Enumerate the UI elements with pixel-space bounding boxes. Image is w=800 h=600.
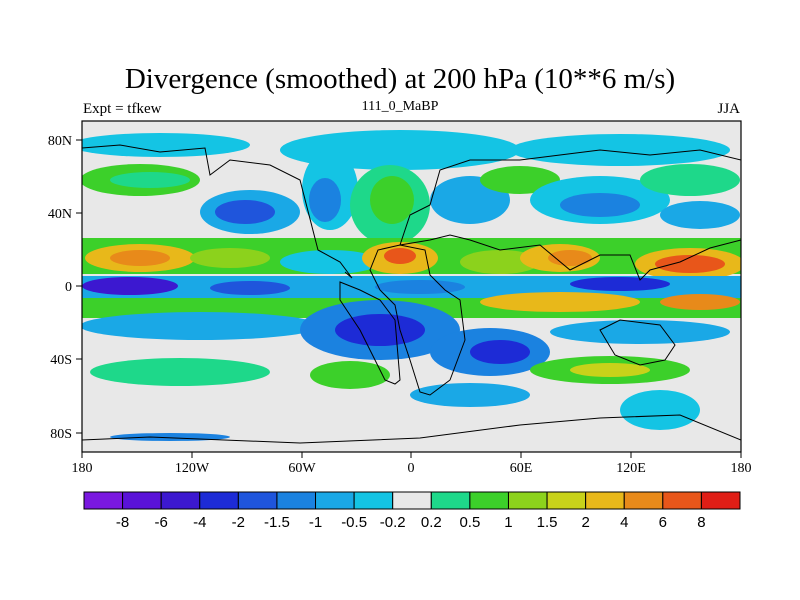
tick-marks: [76, 139, 742, 458]
field-sh-deep-3: [470, 340, 530, 364]
lat-tick-labels: 80N 40N 0 40S 80S: [48, 134, 72, 442]
field-warm-4: [460, 250, 540, 274]
lat-tick-0: 80N: [48, 134, 72, 149]
field-shm-yellow-3: [570, 363, 650, 377]
map-field: [82, 121, 741, 452]
coast-africa: [369, 244, 466, 396]
colorbar-swatch-6: [315, 491, 355, 510]
lat-tick-1: 40N: [48, 207, 72, 222]
field-eq-deep-3: [375, 280, 465, 294]
season-label: JJA: [717, 101, 740, 117]
colorbar-swatch-0: [83, 491, 124, 510]
plot-title: Divergence (smoothed) at 200 hPa (10**6 …: [124, 63, 676, 95]
colorbar-swatch-9: [430, 491, 471, 510]
field-sh-warm-1: [480, 292, 640, 312]
field-nh-blue-1b: [215, 200, 275, 224]
colorbar-label-0: -8: [116, 514, 129, 531]
field-sh-warm-2: [660, 294, 740, 310]
colorbar-swatch-7: [353, 491, 394, 510]
colorbar-label-13: 4: [620, 514, 628, 531]
lon-tick-3: 0: [408, 461, 415, 476]
lon-tick-1: 120W: [175, 461, 210, 476]
colorbar-swatch-5: [276, 491, 317, 510]
field-eq-deep-2: [210, 281, 290, 295]
lon-tick-5: 120E: [616, 461, 646, 476]
colorbar-label-2: -4: [193, 514, 206, 531]
field-sh-deep-2: [335, 314, 425, 346]
coastlines: [82, 144, 741, 444]
lat-tick-4: 80S: [50, 427, 72, 442]
colorbar-label-12: 2: [581, 514, 589, 531]
field-nh-blue-4: [560, 193, 640, 217]
coast-antarctica: [82, 414, 741, 444]
coast-south-america: [339, 281, 401, 385]
field-warm-1b: [110, 250, 170, 266]
colorbar-swatch-1: [122, 491, 162, 510]
colorbar-swatch-16: [700, 491, 741, 510]
lon-tick-6: 180: [731, 461, 752, 476]
colorbar-swatch-15: [662, 491, 702, 510]
lon-tick-0: 180: [72, 461, 93, 476]
field-nh-green-1b: [110, 172, 190, 188]
field-nh-green-4: [640, 164, 740, 196]
lon-tick-labels: 180 120W 60W 0 60E 120E 180: [72, 461, 752, 476]
lon-tick-2: 60W: [288, 461, 316, 476]
colorbar-swatch-2: [160, 491, 201, 510]
colorbar-swatch-14: [623, 491, 664, 510]
field-warm-3b: [384, 248, 416, 264]
field-cool-mid: [280, 250, 380, 274]
colorbar-swatch-13: [585, 491, 625, 510]
field-warm-2: [190, 248, 270, 268]
colorbar-label-10: 1: [504, 514, 512, 531]
colorbar-swatch-10: [469, 491, 509, 510]
colorbar-swatch-12: [546, 491, 587, 510]
colorbar-swatch-4: [237, 491, 278, 510]
colorbar-swatch-3: [199, 491, 239, 510]
colorbar: -8 -6 -4 -2 -1.5 -1 -0.5 -0.2 0.2 0.5 1 1.5 2 4 6 8: [83, 491, 741, 531]
field-eq-deep-1: [82, 277, 178, 295]
field-shm-green-1: [90, 358, 270, 386]
field-ant-cyan: [620, 390, 700, 430]
field-nh-blue-2: [309, 178, 341, 222]
case-label: 111_0_MaBP: [361, 99, 439, 114]
colorbar-label-3: -2: [232, 514, 245, 531]
colorbar-label-4: -1.5: [264, 514, 290, 531]
lat-tick-3: 40S: [50, 353, 72, 368]
field-warm-6b: [655, 255, 725, 273]
field-sh-blue-1: [82, 312, 320, 340]
field-warm-5b: [548, 250, 592, 266]
colorbar-label-1: -6: [155, 514, 168, 531]
field-eq-deep-4: [570, 277, 670, 291]
colorbar-swatch-8: [392, 491, 432, 510]
field-arctic-3: [510, 134, 730, 166]
field-shm-blue: [410, 383, 530, 407]
coast-eurasia: [399, 149, 741, 281]
field-nh-green-3: [480, 166, 560, 194]
experiment-label: Expt = tfkew: [83, 101, 162, 117]
colorbar-label-15: 8: [697, 514, 705, 531]
colorbar-label-9: 0.5: [459, 514, 480, 531]
colorbar-swatch-11: [507, 491, 548, 510]
field-nh-blue-5: [660, 201, 740, 229]
coast-north-america: [82, 144, 353, 279]
colorbar-label-11: 1.5: [537, 514, 558, 531]
colorbar-label-14: 6: [659, 514, 667, 531]
field-shm-green-2: [310, 361, 390, 389]
colorbar-label-8: 0.2: [421, 514, 442, 531]
colorbar-label-5: -1: [309, 514, 322, 531]
lat-tick-2: 0: [65, 280, 72, 295]
field-arctic-1: [82, 133, 250, 157]
field-nh-green-2b: [370, 176, 414, 224]
field-sh-blue-4: [550, 320, 730, 344]
colorbar-label-6: -0.5: [341, 514, 367, 531]
lon-tick-4: 60E: [510, 461, 533, 476]
colorbar-label-7: -0.2: [380, 514, 406, 531]
coast-australia: [599, 319, 676, 366]
